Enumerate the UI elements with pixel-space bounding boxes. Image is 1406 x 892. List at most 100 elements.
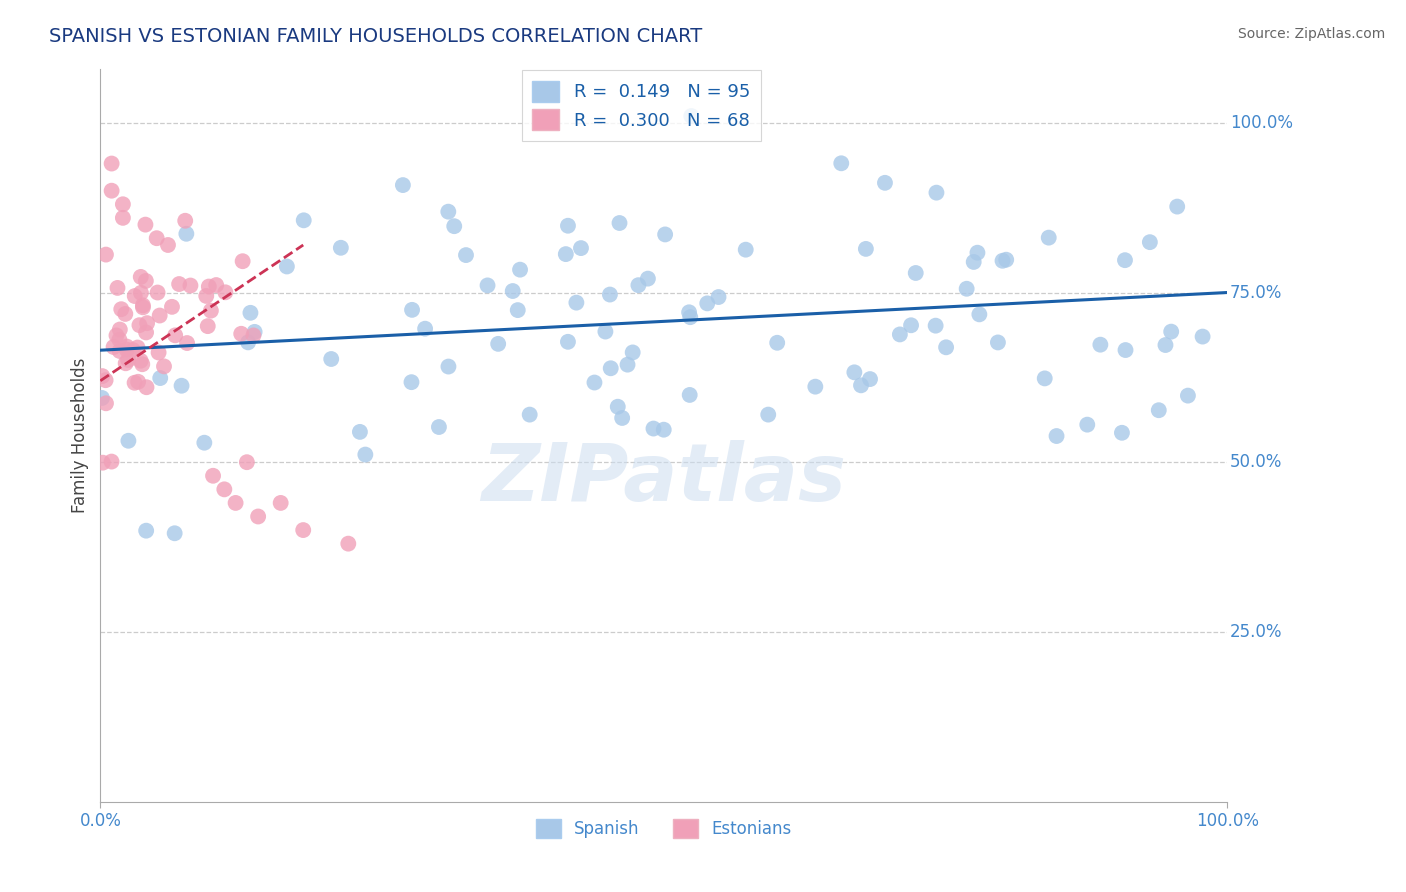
Point <box>519 408 541 422</box>
Point <box>557 219 579 233</box>
Point <box>477 278 499 293</box>
Point <box>1177 389 1199 403</box>
Point <box>127 341 149 355</box>
Point <box>696 296 718 310</box>
Point <box>108 333 131 347</box>
Point <box>117 434 139 448</box>
Point <box>1147 403 1170 417</box>
Point <box>1033 371 1056 385</box>
Point <box>681 109 703 123</box>
Point <box>844 365 866 379</box>
Point <box>321 351 343 366</box>
Point <box>966 245 988 260</box>
Point <box>197 319 219 334</box>
Point <box>111 197 134 211</box>
Point <box>889 327 911 342</box>
Point <box>991 253 1014 268</box>
Point <box>108 343 131 358</box>
Point <box>734 243 756 257</box>
Point <box>231 326 253 341</box>
Point <box>103 340 125 354</box>
Point <box>129 285 152 300</box>
Point <box>135 274 157 288</box>
Point <box>904 266 927 280</box>
Point <box>148 345 170 359</box>
Point <box>105 328 128 343</box>
Point <box>437 359 460 374</box>
Point <box>198 279 221 293</box>
Point <box>756 408 779 422</box>
Point <box>214 285 236 300</box>
Point <box>900 318 922 333</box>
Point <box>165 328 187 343</box>
Point <box>643 421 665 435</box>
Point <box>108 322 131 336</box>
Point <box>606 400 628 414</box>
Point <box>612 411 634 425</box>
Point <box>1191 329 1213 343</box>
Point <box>110 302 132 317</box>
Point <box>1090 337 1112 351</box>
Point <box>401 302 423 317</box>
Point <box>935 340 957 354</box>
Point <box>100 156 122 170</box>
Point <box>135 326 157 340</box>
Point <box>599 361 621 376</box>
Point <box>292 523 315 537</box>
Point <box>1114 253 1136 268</box>
Point <box>94 247 117 261</box>
Point <box>654 227 676 242</box>
Point <box>114 356 136 370</box>
Point <box>114 307 136 321</box>
Point <box>176 336 198 351</box>
Point <box>225 496 247 510</box>
Point <box>167 277 190 291</box>
Point <box>1115 343 1137 357</box>
Point <box>509 262 531 277</box>
Point <box>616 358 638 372</box>
Point <box>766 335 789 350</box>
Point <box>987 335 1010 350</box>
Point <box>100 184 122 198</box>
Point <box>200 303 222 318</box>
Point <box>91 456 114 470</box>
Point <box>569 241 592 255</box>
Point <box>292 213 315 227</box>
Point <box>1154 338 1177 352</box>
Legend: Spanish, Estonians: Spanish, Estonians <box>529 812 799 845</box>
Point <box>132 301 155 315</box>
Point <box>349 425 371 439</box>
Point <box>205 278 228 293</box>
Point <box>176 227 198 241</box>
Point <box>163 526 186 541</box>
Point <box>502 284 524 298</box>
Point <box>202 468 225 483</box>
Point <box>153 359 176 374</box>
Point <box>1111 425 1133 440</box>
Point <box>270 496 292 510</box>
Point <box>627 278 650 293</box>
Point <box>859 372 882 386</box>
Point <box>855 242 877 256</box>
Point <box>128 318 150 333</box>
Point <box>707 290 730 304</box>
Text: Source: ZipAtlas.com: Source: ZipAtlas.com <box>1237 27 1385 41</box>
Point <box>652 423 675 437</box>
Point <box>243 325 266 339</box>
Point <box>149 309 172 323</box>
Point <box>427 420 450 434</box>
Point <box>135 524 157 538</box>
Point <box>195 289 218 303</box>
Point <box>100 454 122 468</box>
Point <box>91 391 114 405</box>
Point <box>437 204 460 219</box>
Point <box>995 252 1018 267</box>
Point <box>1045 429 1067 443</box>
Point <box>1076 417 1098 432</box>
Point <box>401 375 423 389</box>
Point <box>193 435 215 450</box>
Point <box>214 483 236 497</box>
Point <box>122 343 145 357</box>
Point <box>679 310 702 325</box>
Point <box>131 357 153 371</box>
